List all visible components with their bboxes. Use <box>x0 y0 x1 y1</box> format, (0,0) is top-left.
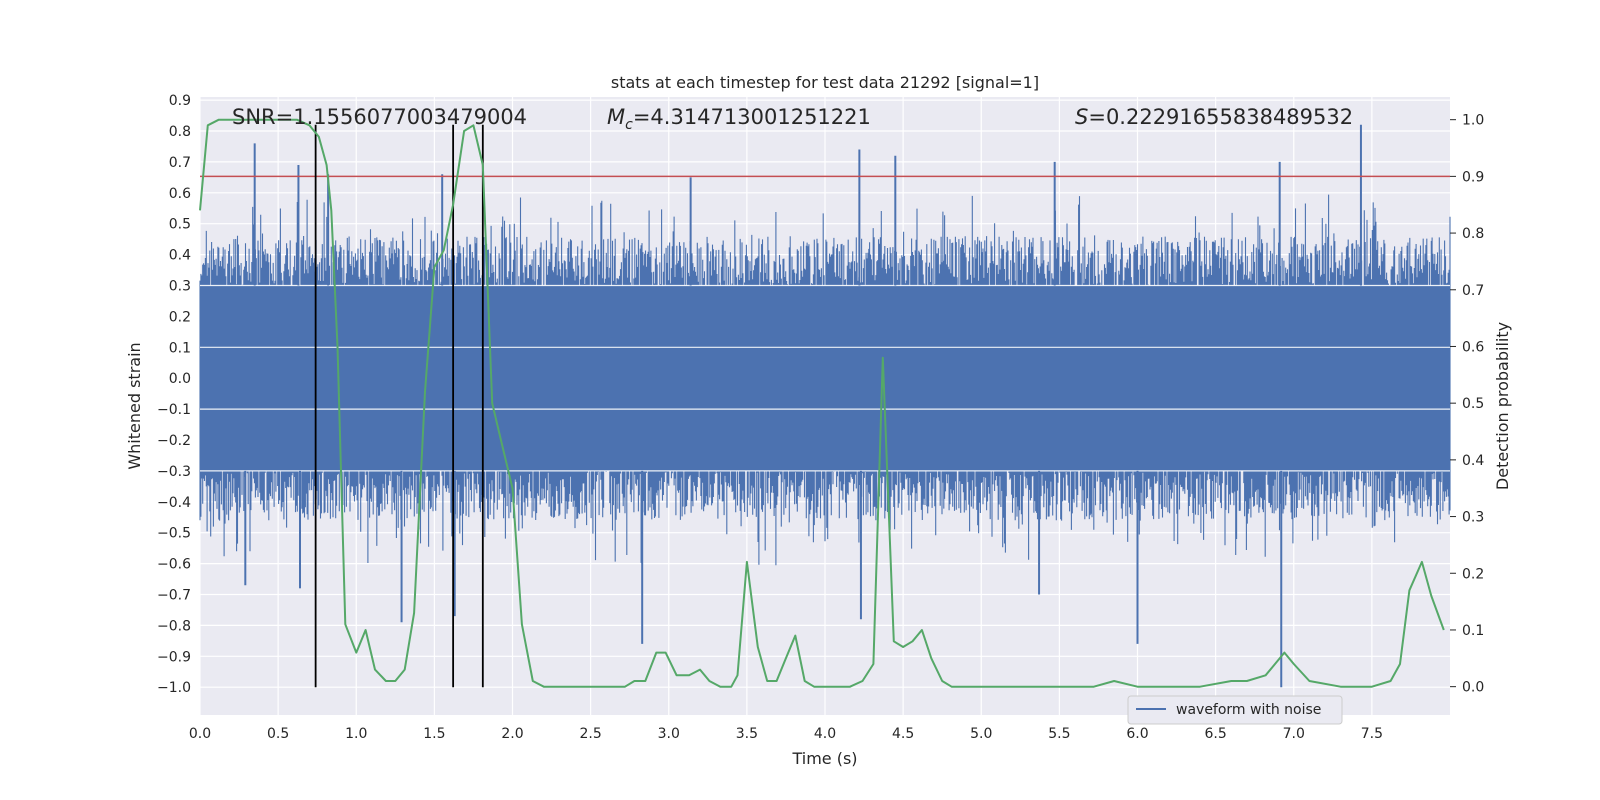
right-tick-label: 0.1 <box>1462 623 1484 639</box>
legend-label: waveform with noise <box>1176 702 1321 718</box>
event-markers <box>314 124 484 688</box>
left-tick-label: 0.0 <box>169 371 191 387</box>
right-tick-label: 0.9 <box>1462 169 1484 185</box>
left-tick-label: −0.5 <box>157 526 191 542</box>
left-tick-label: −0.8 <box>157 618 191 634</box>
right-axis-label: Detection probability <box>1493 322 1512 490</box>
chirp-mass-annotation: Mc=4.314713001251221 <box>607 105 871 133</box>
left-tick-label: 0.4 <box>169 248 191 264</box>
left-tick-label: 0.9 <box>169 93 191 109</box>
left-tick-label: −1.0 <box>157 680 191 696</box>
legend: waveform with noise <box>1127 695 1343 725</box>
left-tick-label: 0.8 <box>169 124 191 140</box>
x-tick-label: 4.5 <box>892 726 914 742</box>
x-axis-ticks: 0.0 0.5 1.0 1.5 2.0 2.5 3.0 3.5 4.0 4.5 5.0 5.5 6.0 6… <box>189 726 1383 742</box>
x-tick-label: 2.0 <box>501 726 523 742</box>
x-tick-label: 0.0 <box>189 726 211 742</box>
left-tick-label: 0.5 <box>169 217 191 233</box>
waveform-series <box>199 124 1451 688</box>
right-tick-label: 0.6 <box>1462 339 1484 355</box>
left-tick-label: 0.7 <box>169 155 191 171</box>
right-tick-label: 0.7 <box>1462 283 1484 299</box>
x-tick-label: 6.5 <box>1204 726 1226 742</box>
x-axis-label: Time (s) <box>791 749 857 768</box>
x-tick-label: 7.0 <box>1283 726 1305 742</box>
left-tick-label: −0.9 <box>157 649 191 665</box>
right-tick-label: 0.0 <box>1462 680 1484 696</box>
x-tick-label: 5.5 <box>1048 726 1070 742</box>
right-tick-label: 0.8 <box>1462 226 1484 242</box>
x-tick-label: 3.5 <box>736 726 758 742</box>
x-tick-label: 6.0 <box>1126 726 1148 742</box>
left-tick-label: 0.2 <box>169 309 191 325</box>
left-tick-label: −0.3 <box>157 464 191 480</box>
x-tick-label: 1.5 <box>423 726 445 742</box>
right-tick-label: 0.2 <box>1462 566 1484 582</box>
x-tick-label: 5.0 <box>970 726 992 742</box>
right-tick-label: 0.4 <box>1462 453 1484 469</box>
x-tick-label: 1.0 <box>345 726 367 742</box>
x-tick-label: 7.5 <box>1361 726 1383 742</box>
left-tick-label: 0.3 <box>169 278 191 294</box>
x-tick-label: 3.0 <box>658 726 680 742</box>
right-tick-label: 0.3 <box>1462 510 1484 526</box>
chart-title: stats at each timestep for test data 212… <box>611 73 1039 92</box>
right-tick-label: 0.5 <box>1462 396 1484 412</box>
left-axis-ticks: 0.9 0.8 0.7 0.6 0.5 0.4 0.3 0.2 0.1 0.0 −0.1 −0.2 −0… <box>157 93 191 696</box>
right-tick-label: 1.0 <box>1462 113 1484 129</box>
left-tick-label: −0.7 <box>157 587 191 603</box>
left-tick-label: −0.6 <box>157 557 191 573</box>
left-tick-label: −0.4 <box>157 495 191 511</box>
x-tick-label: 2.5 <box>579 726 601 742</box>
x-tick-label: 0.5 <box>267 726 289 742</box>
left-tick-label: −0.2 <box>157 433 191 449</box>
left-tick-label: 0.1 <box>169 340 191 356</box>
legend-box <box>1127 695 1343 725</box>
right-axis-ticks: 1.0 0.9 0.8 0.7 0.6 0.5 0.4 0.3 0.2 0.1 0.0 <box>1450 113 1484 696</box>
probability-series <box>199 118 1445 688</box>
s-annotation: S=0.22291655838489532 <box>1075 105 1353 129</box>
snr-annotation: SNR=1.1556077003479004 <box>232 105 527 129</box>
waveform-core <box>200 285 1450 471</box>
x-tick-label: 4.0 <box>814 726 836 742</box>
left-axis-label: Whitened strain <box>125 342 144 469</box>
left-tick-label: −0.1 <box>157 402 191 418</box>
probability-line <box>199 118 1445 688</box>
left-tick-label: 0.6 <box>169 186 191 202</box>
